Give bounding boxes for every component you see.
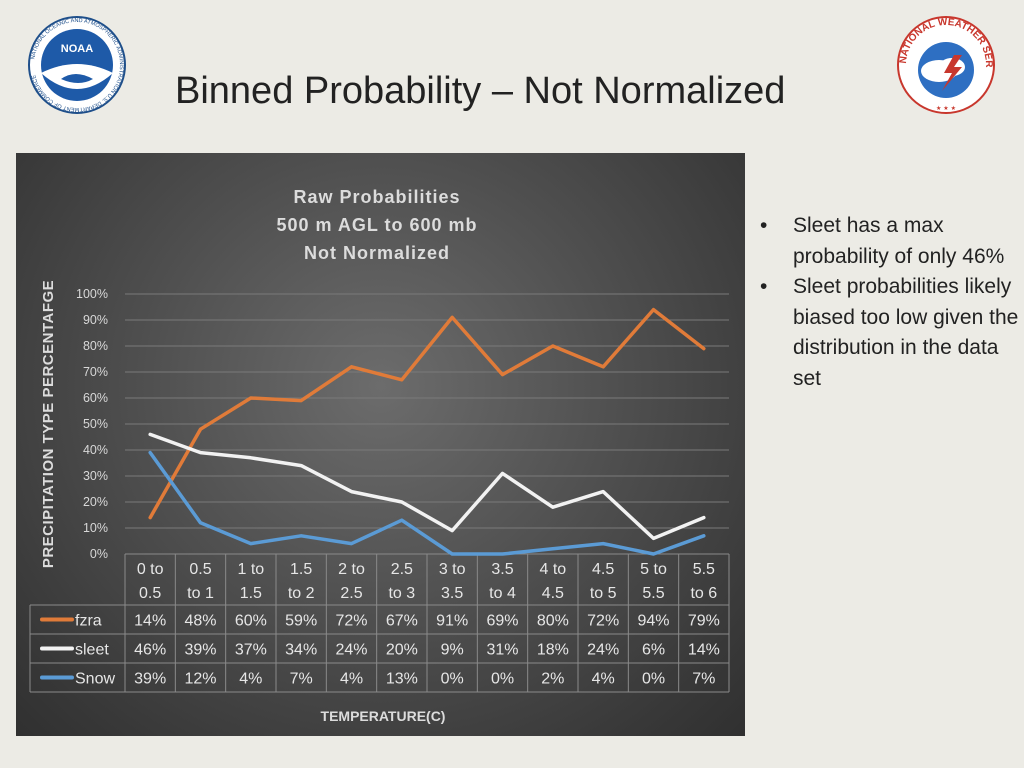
slide-title: Binned Probability – Not Normalized [175,70,786,112]
bullet-dot: • [760,275,768,298]
data-label: 7% [290,671,313,688]
y-tick-label: 60% [83,391,108,405]
x-category-label: 0 to [137,561,164,578]
line-chart: Raw Probabilities 500 m AGL to 600 mb Not … [29,187,730,724]
x-category-label: 3.5 [441,585,463,602]
series-line-fzra [148,307,706,520]
chart-title-line: Raw Probabilities [293,187,460,207]
data-label: 39% [134,671,166,688]
data-label: 14% [688,642,720,659]
data-label: 4% [592,671,615,688]
data-label: 0% [441,671,464,688]
bullet-text: Sleet has a max probability of only 46% [793,214,1005,268]
x-category-label: 0.5 [189,561,211,578]
data-label: 37% [235,642,267,659]
x-category-label: 1.5 [290,561,312,578]
y-tick-label: 90% [83,313,108,327]
data-label: 94% [637,613,669,630]
x-category-label: 3 to [439,561,466,578]
y-tick-label: 100% [76,287,108,301]
data-label: 7% [692,671,715,688]
data-label: 69% [486,613,518,630]
x-category-label: 2 to [338,561,365,578]
data-label: 91% [436,613,468,630]
data-label: 39% [184,642,216,659]
y-tick-label: 70% [83,365,108,379]
data-label: 80% [537,613,569,630]
series-line-snow [148,450,706,556]
chart-title-line: 500 m AGL to 600 mb [276,215,477,235]
y-tick-label: 80% [83,339,108,353]
data-label: 13% [386,671,418,688]
bullet-item: • Sleet has a max probability of only 46% [758,211,1020,272]
data-label: 0% [491,671,514,688]
legend-label: Snow [75,671,115,688]
y-tick-label: 20% [83,495,108,509]
y-axis-label: PRECIPITATION TYPE PERCENTAFGE [40,280,57,568]
data-label: 24% [587,642,619,659]
x-category-label: 5.5 [642,585,664,602]
data-label: 2% [541,671,564,688]
x-category-label: 5.5 [693,561,715,578]
chart-title-line: Not Normalized [304,243,450,263]
data-label: 6% [642,642,665,659]
bullet-dot: • [760,214,768,237]
data-label: 9% [441,642,464,659]
noaa-logo: NOAA NATIONAL OCEANIC AND ATMOSPHERIC AD… [28,16,126,114]
svg-text:★ ★ ★: ★ ★ ★ [936,105,956,112]
data-label: 79% [688,613,720,630]
data-label: 46% [134,642,166,659]
bullet-list: • Sleet has a max probability of only 46%… [758,211,1020,394]
data-label: 18% [537,642,569,659]
x-category-label: 4 to [539,561,566,578]
x-category-label: 4.5 [542,585,564,602]
data-label: 0% [642,671,665,688]
data-label: 48% [184,613,216,630]
x-category-label: to 6 [690,585,717,602]
y-tick-label: 40% [83,443,108,457]
x-category-label: 1 to [237,561,264,578]
x-category-label: 1.5 [240,585,262,602]
legend-label: sleet [75,642,109,659]
x-category-label: 5 to [640,561,667,578]
bullet-text: Sleet probabilities likely biased too lo… [793,275,1019,390]
y-tick-label: 50% [83,417,108,431]
x-category-label: to 1 [187,585,214,602]
data-label: 72% [587,613,619,630]
x-category-label: to 3 [388,585,415,602]
y-tick-label: 0% [90,547,108,561]
noaa-logo-label: NOAA [61,43,93,55]
data-label: 20% [386,642,418,659]
x-category-label: 3.5 [491,561,513,578]
data-label: 24% [335,642,367,659]
y-tick-label: 30% [83,469,108,483]
x-axis-label: TEMPERATURE(C) [321,708,446,724]
x-category-label: 2.5 [391,561,413,578]
series-line-sleet [148,432,706,541]
nws-logo: NATIONAL WEATHER SERVICE ★ ★ ★ [896,15,995,114]
x-category-label: to 5 [590,585,617,602]
x-category-label: 0.5 [139,585,161,602]
x-category-label: 2.5 [340,585,362,602]
x-category-label: to 2 [288,585,315,602]
x-category-label: to 4 [489,585,516,602]
data-label: 59% [285,613,317,630]
data-label: 34% [285,642,317,659]
legend-label: fzra [75,613,102,630]
y-tick-label: 10% [83,521,108,535]
data-label: 12% [184,671,216,688]
x-category-label: 4.5 [592,561,614,578]
data-label: 4% [340,671,363,688]
data-label: 60% [235,613,267,630]
data-label: 4% [239,671,262,688]
bullet-item: • Sleet probabilities likely biased too l… [758,272,1020,394]
data-label: 31% [486,642,518,659]
chart-panel: Raw Probabilities 500 m AGL to 600 mb Not … [16,153,745,736]
data-label: 14% [134,613,166,630]
data-label: 72% [335,613,367,630]
data-label: 67% [386,613,418,630]
